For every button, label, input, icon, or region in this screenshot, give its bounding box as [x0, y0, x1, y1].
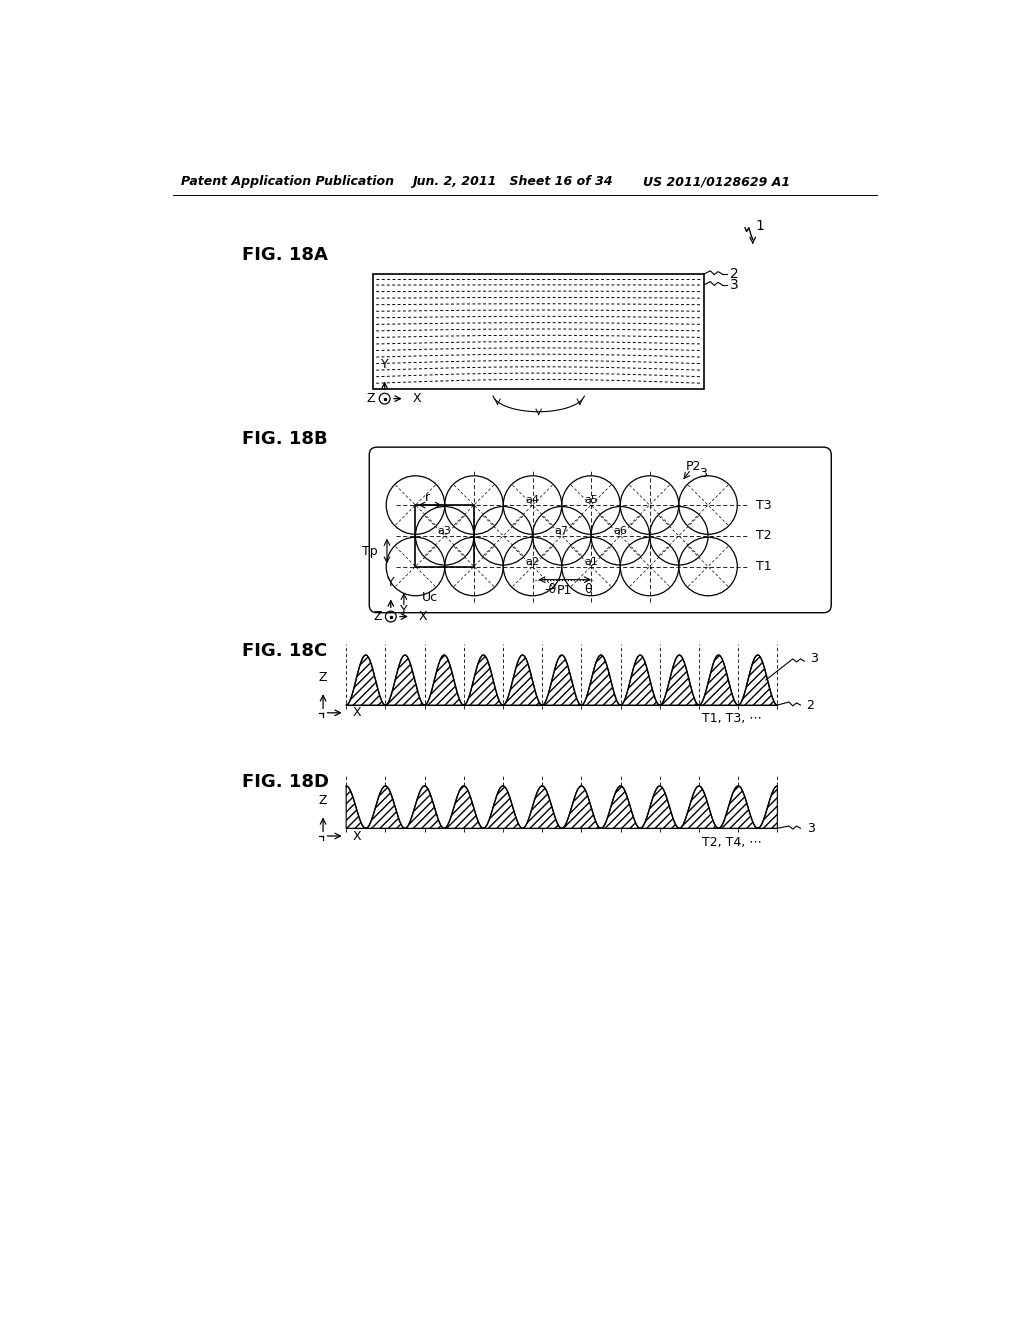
Text: Z: Z: [367, 392, 376, 405]
Text: US 2011/0128629 A1: US 2011/0128629 A1: [643, 176, 790, 187]
Text: FIG. 18B: FIG. 18B: [243, 430, 328, 449]
Text: 2: 2: [730, 267, 738, 281]
Text: T2, T4, ⋯: T2, T4, ⋯: [702, 836, 762, 849]
Text: 3: 3: [810, 652, 818, 665]
Text: a4: a4: [525, 495, 540, 506]
Text: a6: a6: [613, 527, 628, 536]
Text: P2: P2: [686, 459, 701, 473]
Text: 2: 2: [807, 698, 814, 711]
Text: -θ: -θ: [544, 583, 556, 597]
Text: Y: Y: [381, 358, 388, 371]
Text: X: X: [413, 392, 421, 405]
Text: 3: 3: [698, 467, 707, 480]
Text: FIG. 18C: FIG. 18C: [243, 643, 328, 660]
Text: Z: Z: [318, 671, 328, 684]
Text: P1: P1: [557, 583, 572, 597]
Text: a2: a2: [525, 557, 540, 566]
Text: r: r: [425, 491, 430, 504]
Text: 1: 1: [756, 219, 765, 234]
Text: θ: θ: [585, 583, 592, 597]
Text: Y: Y: [400, 603, 408, 616]
Text: T1: T1: [756, 560, 771, 573]
Polygon shape: [346, 655, 777, 705]
Text: 3: 3: [730, 277, 738, 292]
Text: Z: Z: [318, 793, 328, 807]
Text: Patent Application Publication: Patent Application Publication: [180, 176, 393, 187]
Text: T1, T3, ⋯: T1, T3, ⋯: [702, 713, 762, 726]
Text: FIG. 18D: FIG. 18D: [243, 774, 329, 791]
Bar: [416, 506, 474, 566]
Text: a7: a7: [555, 527, 568, 536]
Text: Uc: Uc: [422, 591, 438, 603]
Text: 3: 3: [807, 822, 814, 834]
Text: a3: a3: [438, 527, 452, 536]
Text: T2: T2: [756, 529, 771, 543]
Text: a1: a1: [584, 557, 598, 566]
Text: X: X: [352, 829, 360, 842]
FancyBboxPatch shape: [370, 447, 831, 612]
Polygon shape: [346, 785, 777, 829]
Text: X: X: [419, 610, 427, 623]
Text: a5: a5: [584, 495, 598, 506]
Text: Y: Y: [387, 576, 394, 589]
Text: Jun. 2, 2011   Sheet 16 of 34: Jun. 2, 2011 Sheet 16 of 34: [412, 176, 612, 187]
Text: T3: T3: [756, 499, 771, 512]
Text: X: X: [352, 706, 360, 719]
Bar: [373, 275, 705, 389]
Text: Tp: Tp: [362, 545, 378, 557]
Text: FIG. 18A: FIG. 18A: [243, 246, 328, 264]
Text: Z: Z: [373, 610, 382, 623]
